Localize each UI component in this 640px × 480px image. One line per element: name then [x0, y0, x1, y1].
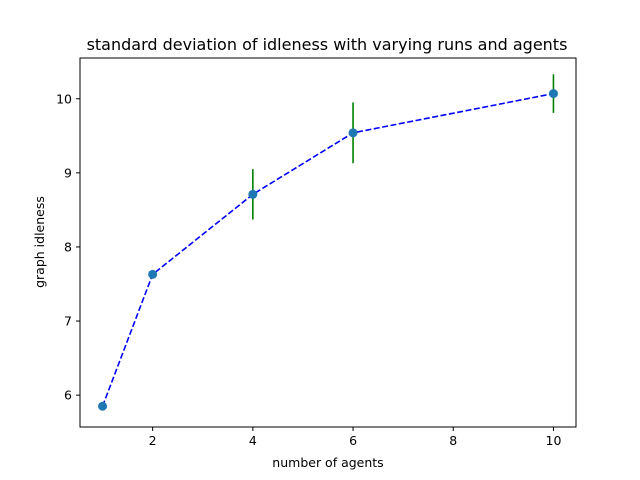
y-tick-label: 7: [64, 314, 72, 329]
x-tick-label: 2: [149, 433, 157, 448]
x-axis-label: number of agents: [272, 455, 383, 470]
x-tick-label: 6: [349, 433, 357, 448]
y-tick-label: 9: [64, 165, 72, 180]
x-tick-label: 4: [249, 433, 257, 448]
plot-frame: [79, 57, 577, 428]
chart-title: standard deviation of idleness with vary…: [87, 35, 568, 54]
x-tick-label: 8: [449, 433, 457, 448]
data-point: [98, 401, 108, 411]
x-tick-label: 10: [546, 433, 562, 448]
y-tick-label: 10: [56, 91, 72, 106]
data-point: [148, 269, 158, 279]
y-tick-label: 6: [64, 388, 72, 403]
y-axis-label: graph idleness: [32, 196, 47, 288]
data-point: [348, 128, 358, 138]
y-tick-label: 8: [64, 239, 72, 254]
data-point: [548, 89, 558, 99]
series-line: [101, 92, 554, 407]
data-point: [248, 189, 258, 199]
plot-area: 2 4 6 8 10 6 7 8 9 10: [56, 57, 577, 448]
